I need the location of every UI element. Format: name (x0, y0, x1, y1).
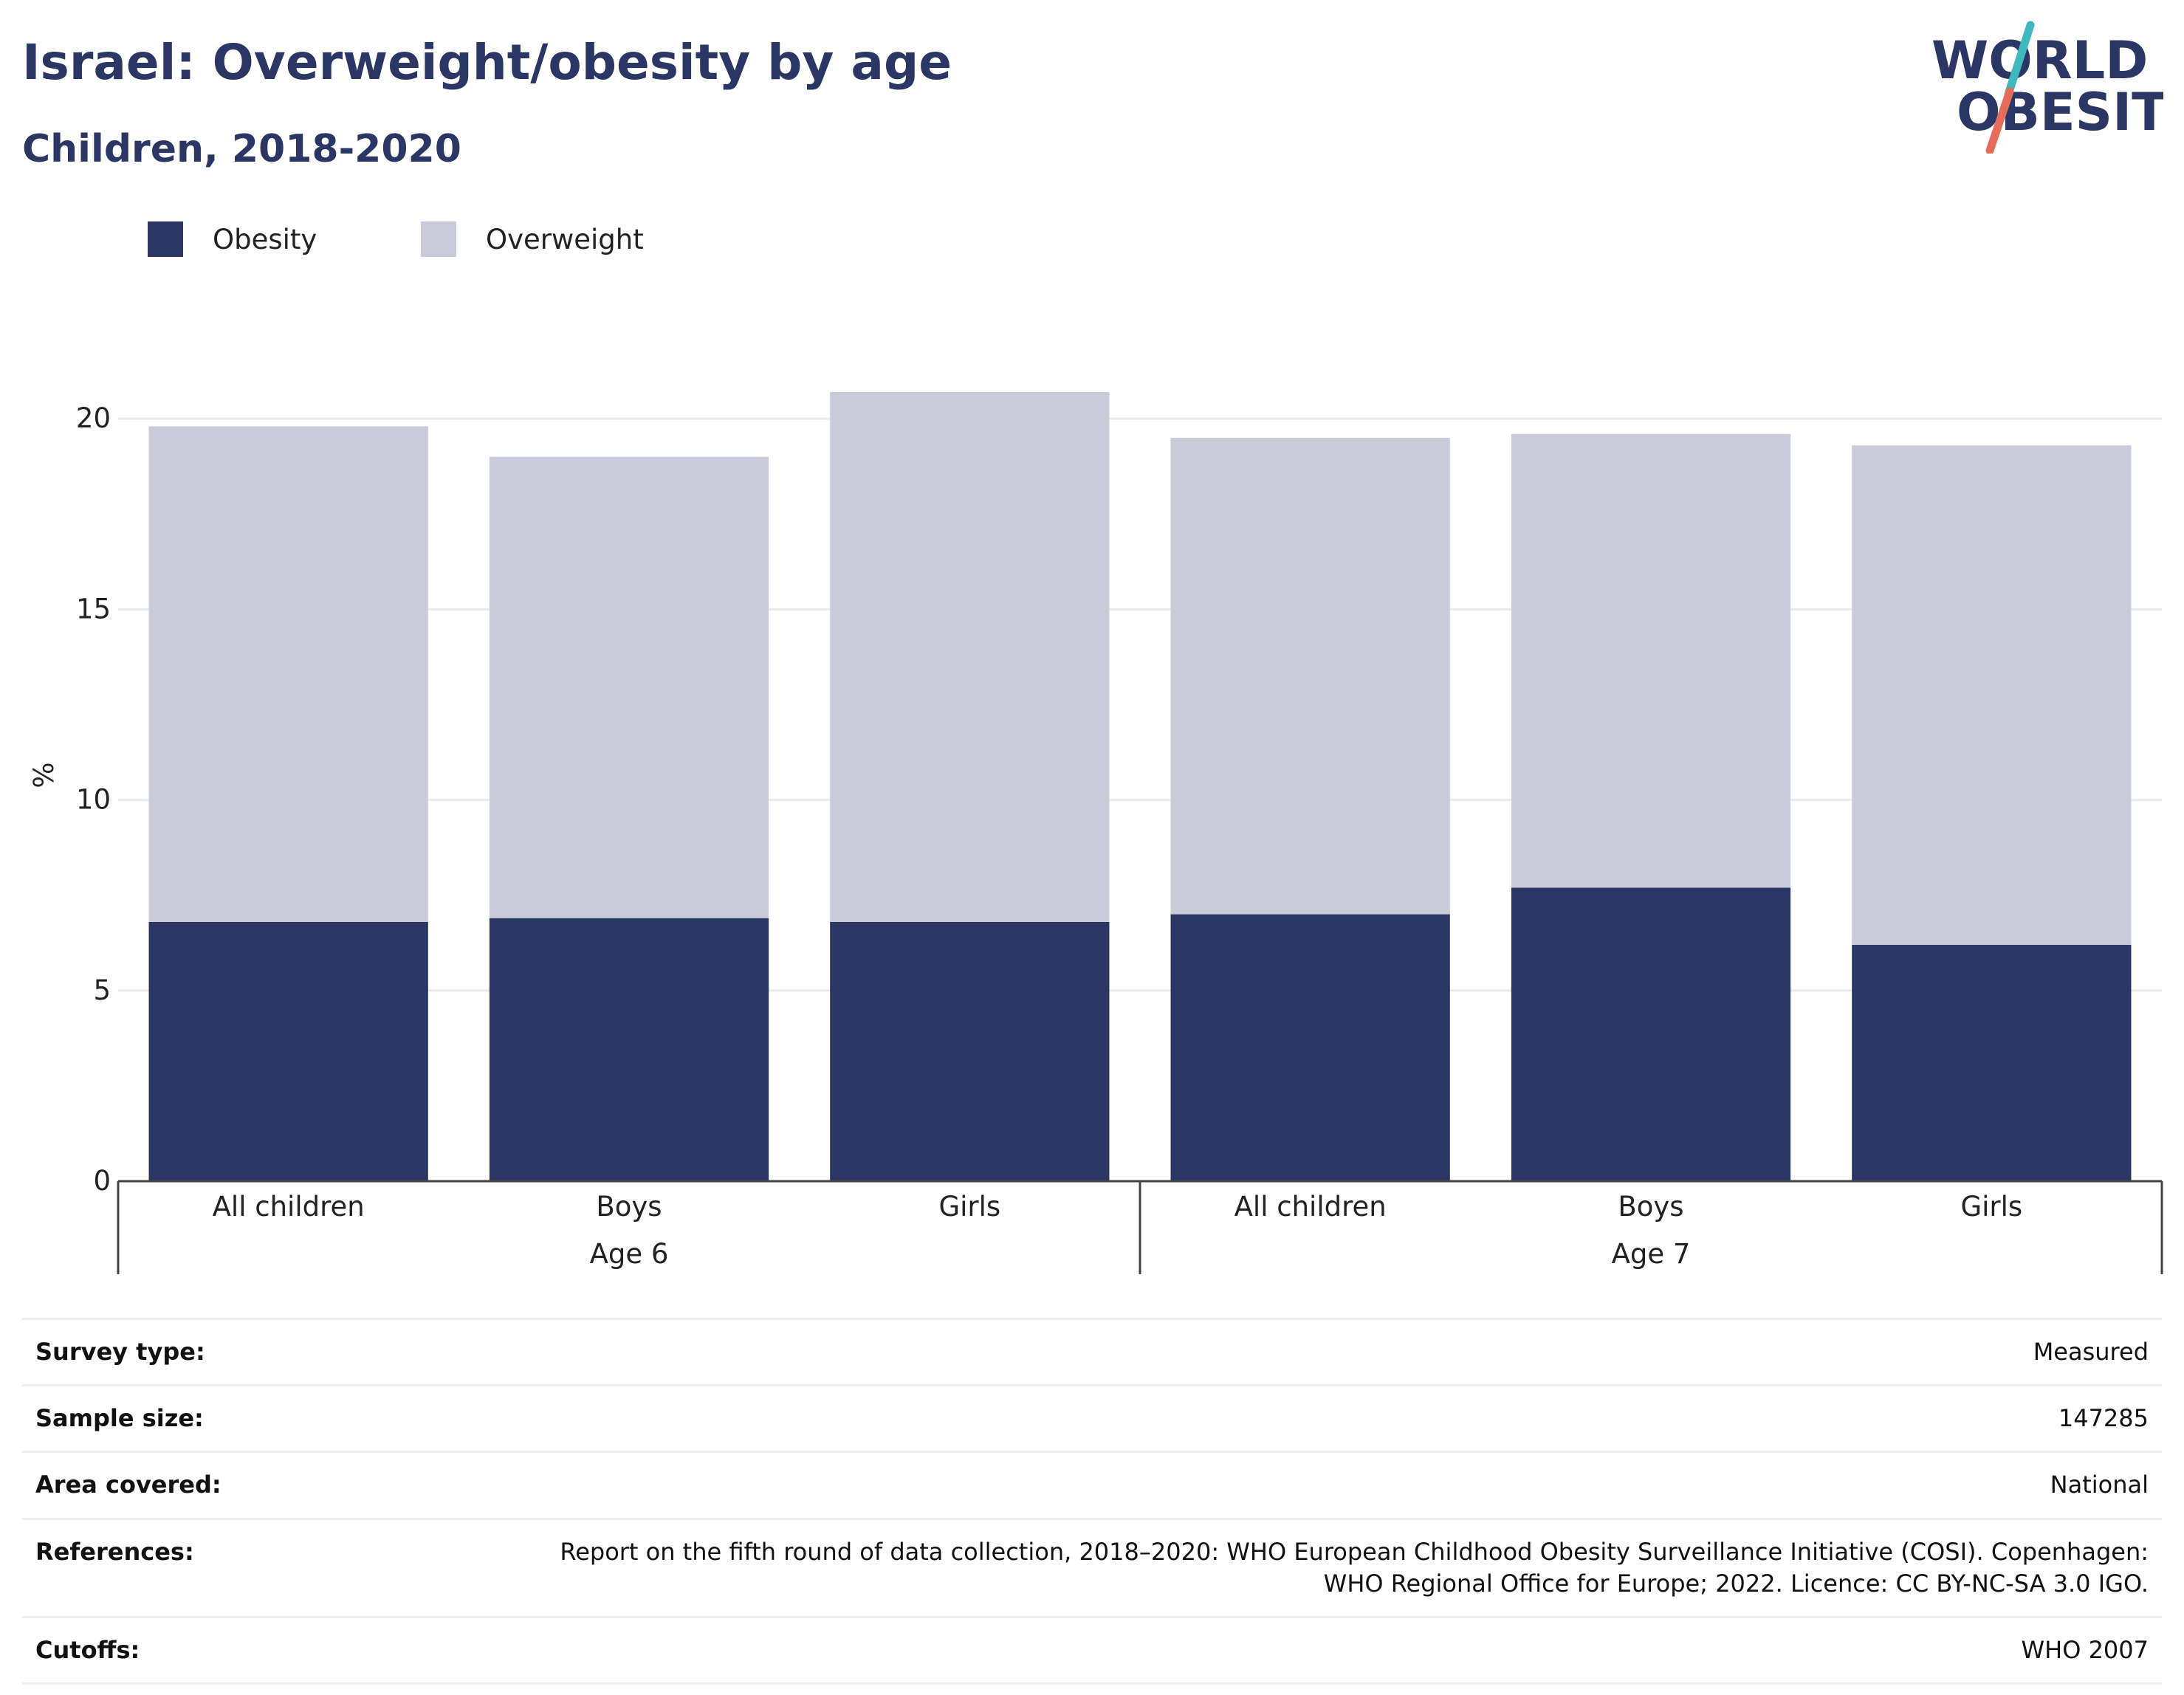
y-axis-label: % (28, 762, 60, 788)
logo-text-obesity: OBESITY (1957, 82, 2163, 142)
legend-label-obesity: Obesity (213, 224, 317, 255)
metadata-row: Survey type: Measured (22, 1317, 2162, 1386)
logo-text-world: WORLD (1931, 30, 2148, 91)
logo-slash-bottom (1985, 87, 2014, 154)
metadata-value-text: Report on the fifth round of data collec… (560, 1537, 2149, 1566)
metadata-value: 147285 (478, 1384, 2162, 1452)
bar-obesity-0 (148, 921, 428, 1181)
y-tick-label: 0 (93, 1165, 111, 1197)
metadata-value-text: WHO 2007 (2021, 1635, 2149, 1664)
metadata-value: National (478, 1451, 2162, 1519)
y-tick-label: 15 (76, 593, 111, 625)
metadata-row: Sample size: 147285 (22, 1384, 2162, 1452)
metadata-row: Cutoffs: WHO 2007 (22, 1615, 2162, 1685)
axes: 0 5 10 15 20 All children Boys Girls All childre… (76, 402, 2163, 1274)
x-group-label: Age 7 (1612, 1238, 1691, 1270)
metadata-row: Area covered: National (22, 1451, 2162, 1519)
bar-overweight-5 (1852, 445, 2132, 945)
chart-subtitle: Children, 2018-2020 (22, 127, 461, 171)
metadata-key: Area covered: (22, 1451, 478, 1519)
legend-swatch-obesity (148, 221, 183, 257)
bar-overweight-2 (830, 391, 1110, 922)
x-tick-label: Girls (1960, 1191, 2022, 1223)
metadata-value: Measured (478, 1317, 2162, 1386)
metadata-value-text-line2: WHO Regional Office for Europe; 2022. Li… (1323, 1569, 2149, 1598)
bar-obesity-1 (489, 918, 769, 1181)
metadata-key: Survey type: (22, 1317, 478, 1386)
y-tick-label: 10 (76, 784, 111, 816)
y-tick-label: 20 (76, 402, 111, 434)
y-tick-label: 5 (93, 974, 111, 1006)
logo-slash-top (2004, 21, 2035, 99)
metadata-value: WHO 2007 (478, 1615, 2162, 1685)
bar-obesity-5 (1852, 944, 2132, 1181)
x-tick-label: Girls (938, 1191, 1000, 1223)
metadata-key: Sample size: (22, 1384, 478, 1452)
bar-overweight-0 (148, 426, 428, 922)
world-obesity-logo: WORLD OBESITY (1931, 21, 2163, 154)
x-group-label: Age 6 (590, 1238, 669, 1270)
gridlines (118, 417, 2162, 992)
bar-overweight-4 (1511, 433, 1791, 888)
metadata-value-text: 147285 (2058, 1404, 2149, 1433)
metadata-value-text: Measured (2033, 1338, 2149, 1366)
bar-obesity-4 (1511, 887, 1791, 1181)
metadata-key: Cutoffs: (22, 1615, 478, 1685)
metadata-row: References: Report on the fifth round of … (22, 1517, 2162, 1617)
x-tick-label: Boys (1618, 1191, 1683, 1223)
metadata-table: Survey type: Measured Sample size: 147285 Ar… (22, 1317, 2162, 1685)
x-tick-label: All children (213, 1191, 365, 1223)
bar-overweight-3 (1170, 437, 1450, 915)
metadata-value-text: National (2050, 1471, 2149, 1499)
legend-swatch-overweight (421, 221, 456, 257)
bars (148, 391, 2132, 1181)
metadata-key: References: (22, 1517, 478, 1617)
legend: Obesity Overweight (148, 221, 644, 257)
chart-title: Israel: Overweight/obesity by age (22, 34, 952, 91)
x-tick-label: Boys (596, 1191, 662, 1223)
bar-obesity-3 (1170, 914, 1450, 1181)
metadata-value: Report on the fifth round of data collec… (478, 1517, 2162, 1617)
bar-overweight-1 (489, 456, 769, 918)
bar-obesity-2 (830, 921, 1110, 1181)
legend-label-overweight: Overweight (486, 224, 644, 255)
x-tick-label: All children (1234, 1191, 1387, 1223)
stacked-bar-chart: Obesity Overweight 0 5 10 15 20 All children Bo… (28, 221, 2163, 1274)
